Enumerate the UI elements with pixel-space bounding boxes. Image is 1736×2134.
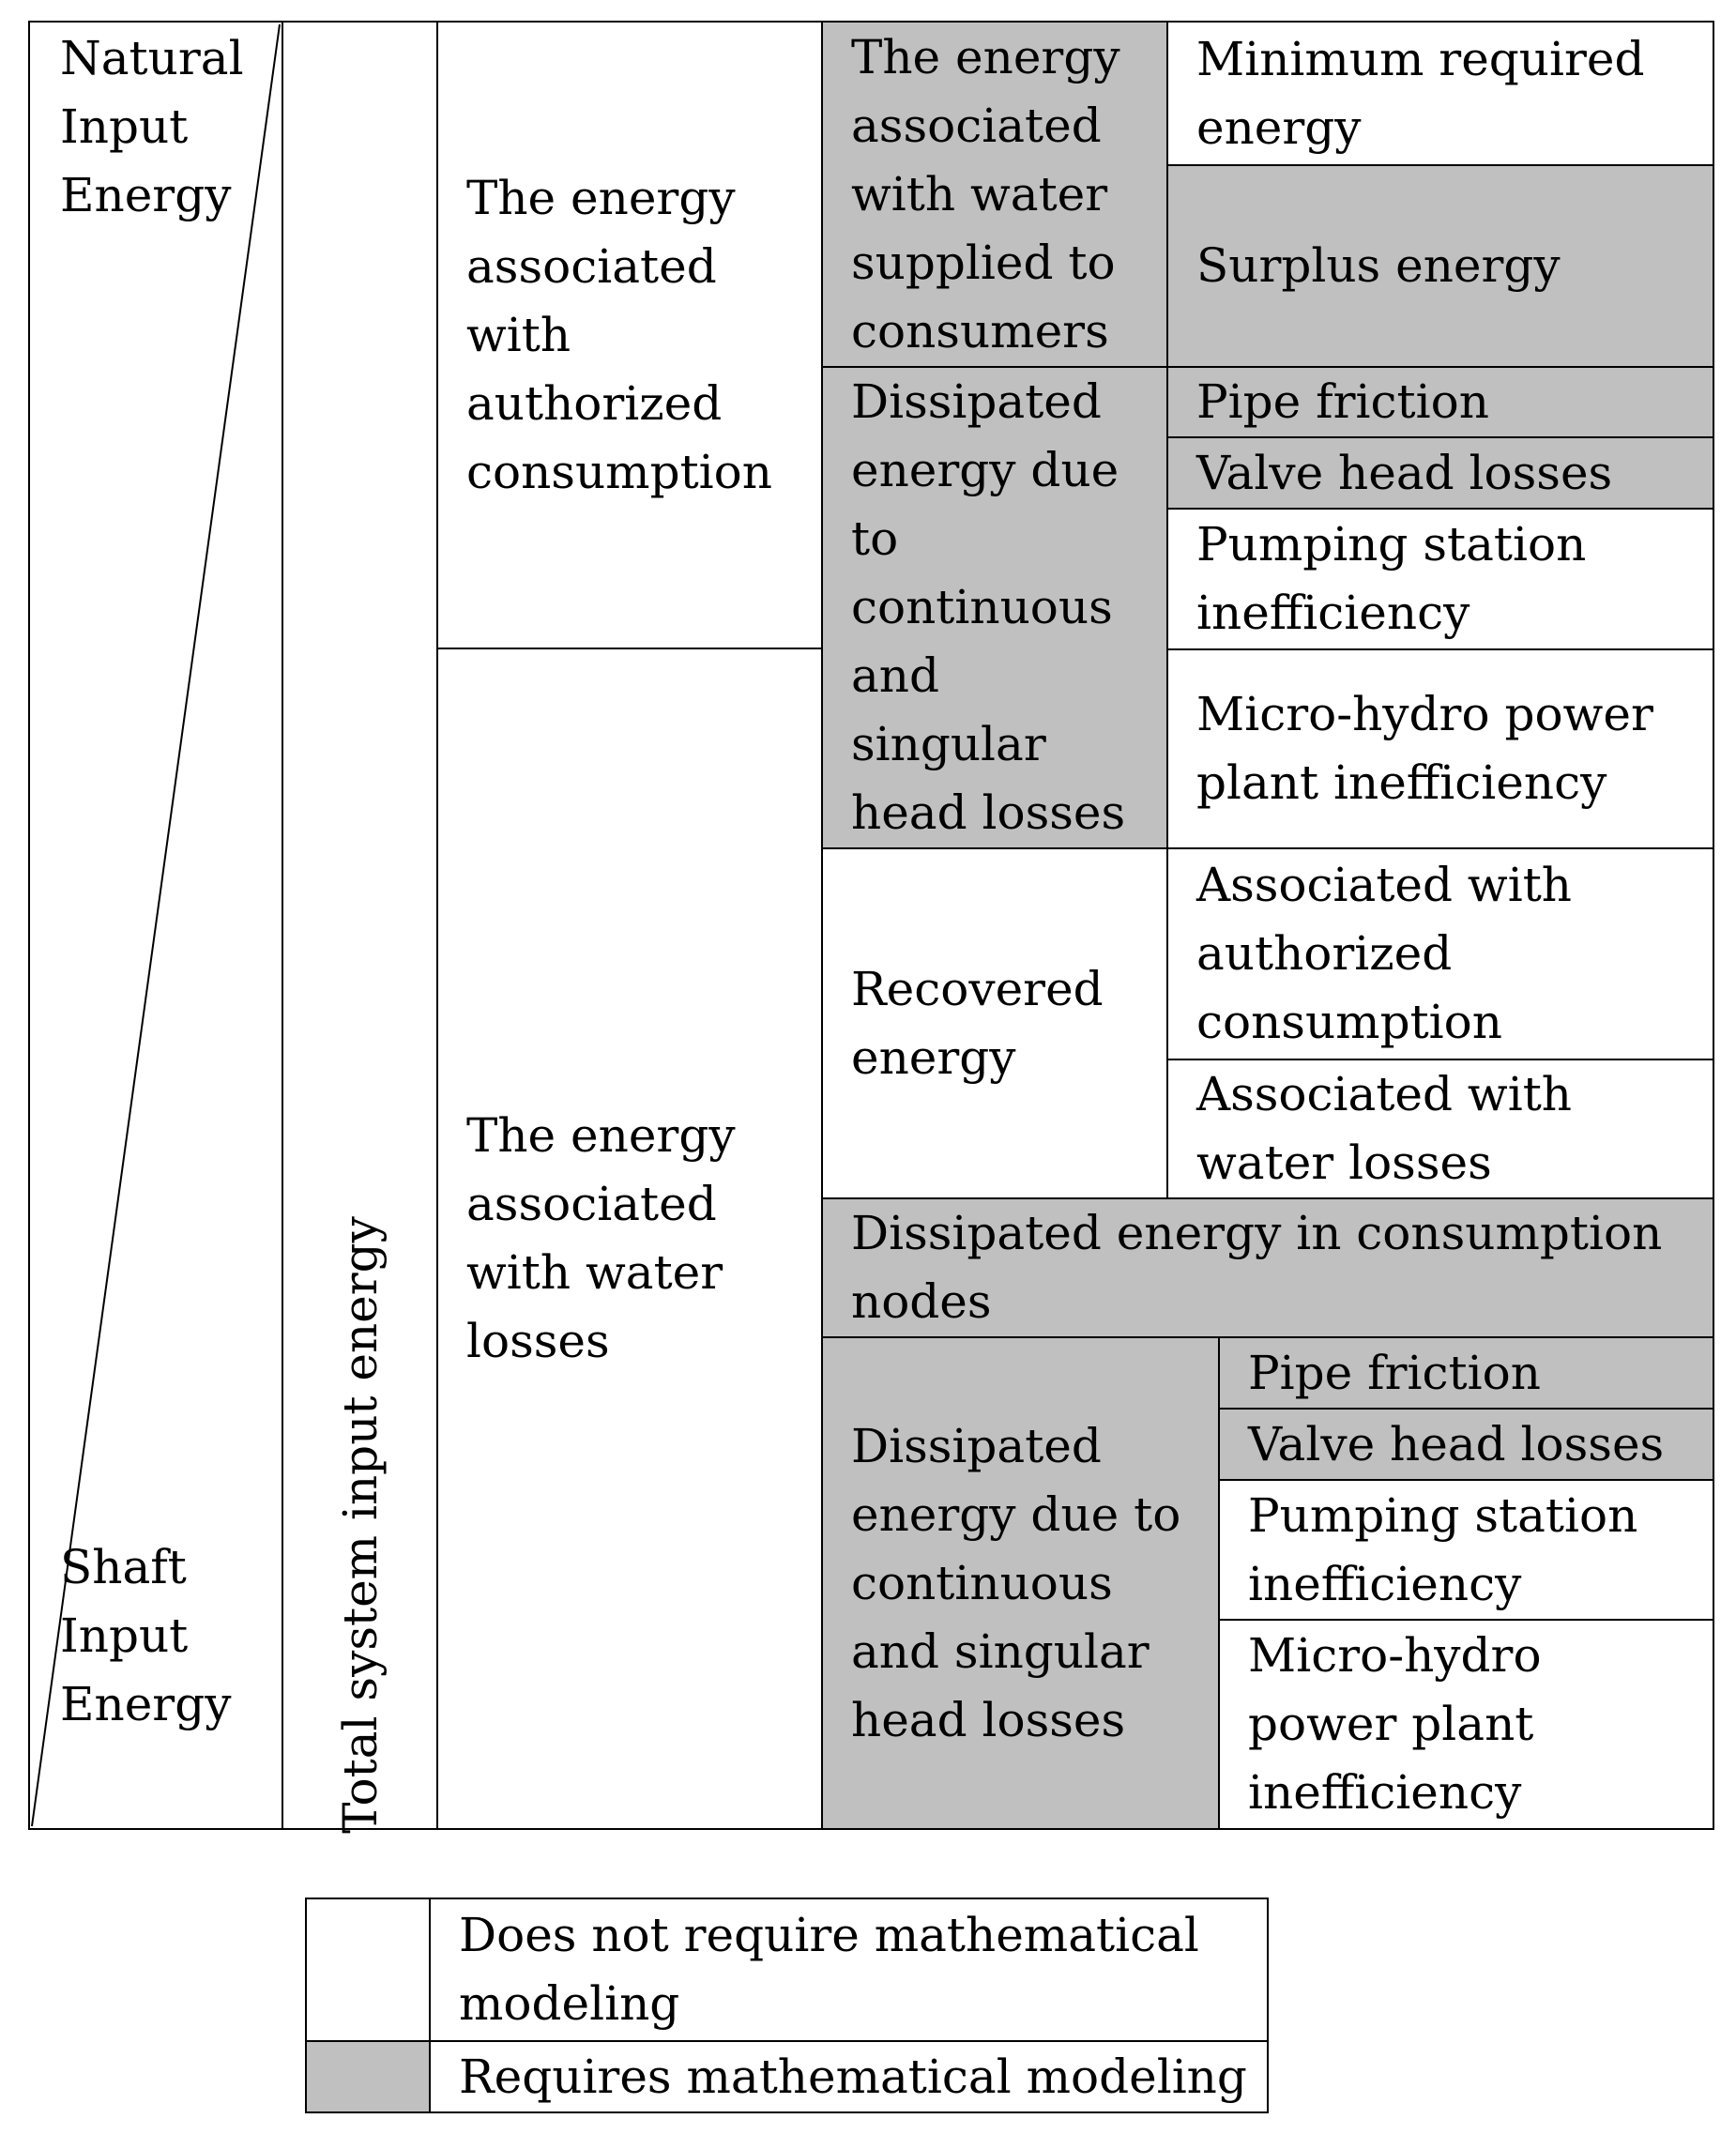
dissipated-consumption-nodes-label: Dissipated energy in consumption nodes <box>851 1206 1663 1329</box>
shaft-input-energy-label: Shaft Input Energy <box>60 1540 232 1731</box>
legend-label-no-modeling-cell: Does not require mathematical modeling <box>429 1898 1269 2042</box>
dissipated-head-losses-label-a: Dissipated energy due to continuous and … <box>851 374 1126 840</box>
dissipated-consumption-nodes-cell: Dissipated energy in consumption nodes <box>821 1197 1714 1338</box>
pumping-station-inefficiency-cell-a: Pumping station inefficiency <box>1166 508 1714 650</box>
surplus-energy-cell: Surplus energy <box>1166 164 1714 368</box>
pumping-station-inefficiency-label-a: Pumping station inefficiency <box>1196 517 1587 640</box>
legend-label-no-modeling: Does not require mathematical modeling <box>459 1908 1199 2031</box>
pipe-friction-label-b: Pipe friction <box>1248 1345 1541 1400</box>
water-losses-label: The energy associated with water losses <box>466 1108 736 1368</box>
micro-hydro-inefficiency-label-b: Micro-hydro power plant inefficiency <box>1248 1628 1542 1820</box>
recovered-water-losses-label: Associated with water losses <box>1196 1067 1572 1190</box>
natural-input-energy-label: Natural Input Energy <box>60 31 244 222</box>
total-system-input-energy-cell <box>282 21 438 1830</box>
authorized-consumption-label: The energy associated with authorized co… <box>466 170 772 499</box>
valve-head-losses-label-a: Valve head losses <box>1196 445 1613 500</box>
pipe-friction-label-a: Pipe friction <box>1196 374 1489 429</box>
valve-head-losses-cell-b: Valve head losses <box>1218 1408 1714 1481</box>
legend-swatch-modeling <box>305 2040 431 2113</box>
pumping-station-inefficiency-label-b: Pumping station inefficiency <box>1248 1487 1638 1611</box>
recovered-energy-label: Recovered energy <box>851 961 1104 1085</box>
dissipated-head-losses-cell-a: Dissipated energy due to continuous and … <box>821 366 1168 849</box>
water-losses-group: The energy associated with water losses <box>436 648 823 1830</box>
authorized-consumption-group: The energy associated with authorized co… <box>436 21 823 649</box>
recovered-water-losses-cell: Associated with water losses <box>1166 1059 1714 1199</box>
total-system-input-energy-wrap: Total system input energy <box>283 1216 436 1834</box>
legend-label-modeling: Requires mathematical modeling <box>459 2049 1247 2104</box>
surplus-energy-label: Surplus energy <box>1196 238 1561 293</box>
recovered-energy-cell: Recovered energy <box>821 847 1168 1199</box>
supplied-to-consumers-label: The energy associated with water supplie… <box>851 29 1120 358</box>
recovered-authorized-consumption-cell: Associated with authorized consumption <box>1166 847 1714 1060</box>
micro-hydro-inefficiency-cell-a: Micro-hydro power plant inefficiency <box>1166 648 1714 849</box>
micro-hydro-inefficiency-cell-b: Micro-hydro power plant inefficiency <box>1218 1619 1714 1830</box>
minimum-required-energy-label: Minimum required energy <box>1196 31 1645 155</box>
pumping-station-inefficiency-cell-b: Pumping station inefficiency <box>1218 1479 1714 1621</box>
valve-head-losses-cell-a: Valve head losses <box>1166 436 1714 510</box>
dissipated-head-losses-cell-b: Dissipated energy due to continuous and … <box>821 1336 1220 1830</box>
pipe-friction-cell-a: Pipe friction <box>1166 366 1714 438</box>
micro-hydro-inefficiency-label-a: Micro-hydro power plant inefficiency <box>1196 687 1653 810</box>
total-system-input-energy-label: Total system input energy <box>332 1216 388 1834</box>
valve-head-losses-label-b: Valve head losses <box>1248 1416 1665 1471</box>
supplied-to-consumers-cell: The energy associated with water supplie… <box>821 21 1168 368</box>
recovered-authorized-consumption-label: Associated with authorized consumption <box>1196 858 1572 1049</box>
pipe-friction-cell-b: Pipe friction <box>1218 1336 1714 1410</box>
legend-swatch-no-modeling <box>305 1898 431 2042</box>
legend-label-modeling-cell: Requires mathematical modeling <box>429 2040 1269 2113</box>
dissipated-head-losses-label-b: Dissipated energy due to continuous and … <box>851 1418 1181 1747</box>
minimum-required-energy-cell: Minimum required energy <box>1166 21 1714 166</box>
